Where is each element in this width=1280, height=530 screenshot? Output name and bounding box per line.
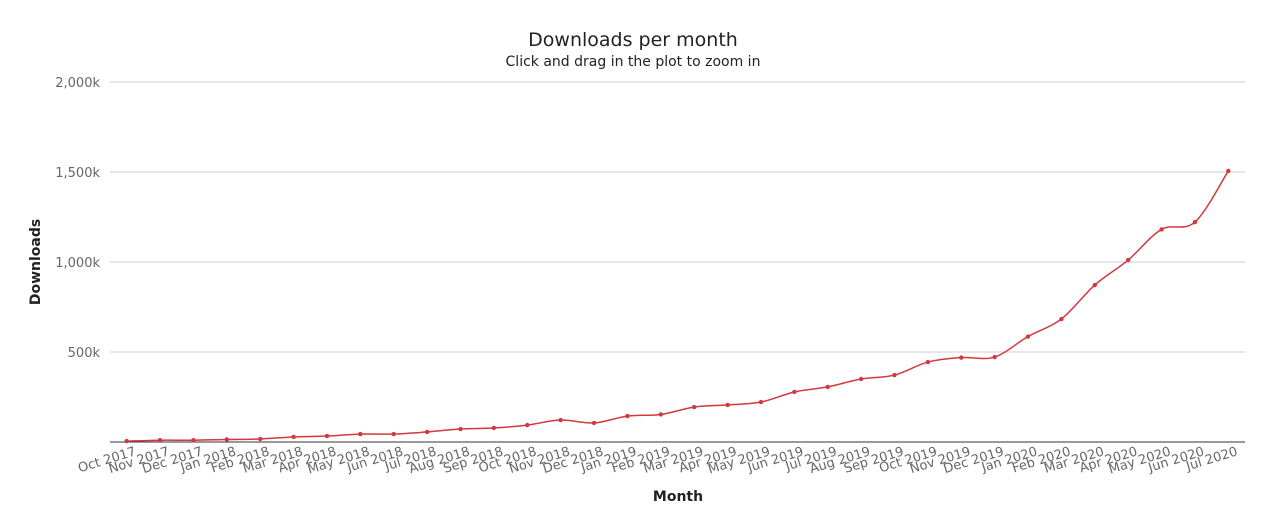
data-point xyxy=(691,404,697,410)
data-point xyxy=(658,412,664,417)
x-axis-title: Month xyxy=(653,489,703,505)
data-point xyxy=(358,431,363,437)
data-point xyxy=(1159,227,1164,232)
data-point xyxy=(391,431,396,437)
data-point xyxy=(291,434,296,440)
data-point xyxy=(525,422,530,428)
data-point xyxy=(858,376,864,382)
data-point xyxy=(191,438,196,443)
data-point xyxy=(1226,168,1231,174)
data-point xyxy=(224,437,230,442)
data-point xyxy=(1059,316,1064,322)
data-point xyxy=(992,354,997,360)
chart-title: Downloads per month xyxy=(528,29,738,51)
data-point xyxy=(925,359,931,365)
y-tick-label: 1,000k xyxy=(55,256,100,271)
data-point xyxy=(1025,334,1031,339)
data-point xyxy=(725,402,730,408)
data-point xyxy=(258,436,263,442)
data-point xyxy=(424,429,430,435)
data-line xyxy=(126,170,1229,442)
y-tick-label: 500k xyxy=(68,346,101,361)
data-point xyxy=(324,433,330,439)
y-axis-title: Downloads xyxy=(28,219,44,305)
data-point xyxy=(1092,282,1097,288)
data-point xyxy=(157,438,163,443)
y-tick-label: 2,000k xyxy=(55,76,100,91)
data-point xyxy=(558,417,563,423)
data-point xyxy=(1125,257,1131,263)
data-point xyxy=(591,420,597,426)
data-point xyxy=(458,426,463,432)
data-point xyxy=(625,413,630,419)
data-point xyxy=(758,399,764,405)
data-point xyxy=(124,438,129,444)
data-point xyxy=(792,389,797,395)
data-point xyxy=(825,384,830,390)
data-point xyxy=(1192,219,1198,225)
data-point xyxy=(959,355,964,360)
chart-subtitle: Click and drag in the plot to zoom in xyxy=(506,54,761,70)
data-point xyxy=(491,425,497,431)
y-tick-label: 1,500k xyxy=(55,166,100,181)
data-point xyxy=(892,372,897,378)
